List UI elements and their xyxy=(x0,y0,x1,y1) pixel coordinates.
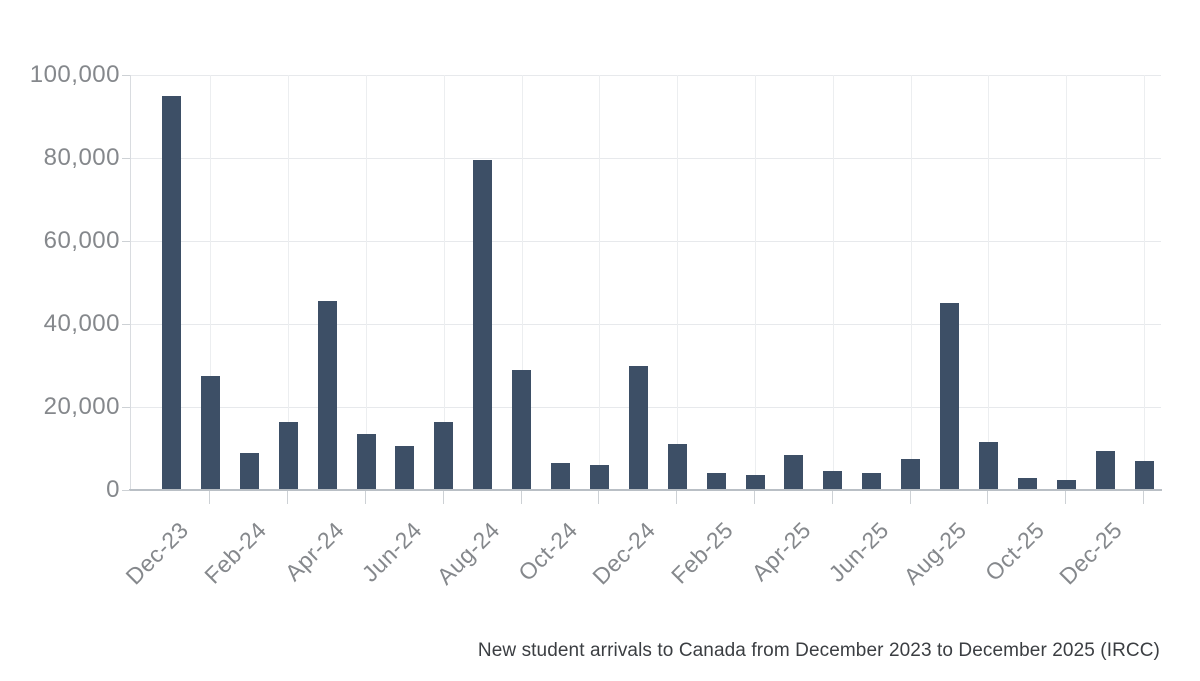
y-axis-label: 40,000 xyxy=(43,310,120,337)
y-tick xyxy=(122,75,130,76)
y-gridline xyxy=(131,241,1161,242)
x-axis-label-Dec-23: Dec-23 xyxy=(120,516,194,590)
x-gridline xyxy=(755,75,756,490)
x-tick xyxy=(987,491,989,504)
x-gridline xyxy=(288,75,290,490)
x-tick xyxy=(442,491,444,504)
y-axis-label: 60,000 xyxy=(43,227,120,254)
x-tick xyxy=(520,491,522,504)
bar-Mar-25 xyxy=(745,475,765,490)
bar-May-25 xyxy=(823,470,843,490)
bar-Sep-25 xyxy=(978,442,998,490)
bar-Feb-24 xyxy=(239,452,259,490)
x-tick xyxy=(209,491,211,504)
y-tick xyxy=(122,407,130,408)
plot-area xyxy=(130,75,1161,490)
bar-Jan-26 xyxy=(1134,460,1154,490)
x-tick xyxy=(909,491,911,504)
y-tick xyxy=(122,241,130,242)
x-gridline xyxy=(832,75,834,490)
bar-Mar-24 xyxy=(278,421,298,490)
x-gridline xyxy=(521,75,523,490)
y-axis-label: 20,000 xyxy=(43,393,120,420)
bar-Nov-25 xyxy=(1056,480,1076,490)
chart-caption: New student arrivals to Canada from Dece… xyxy=(477,640,1160,661)
y-gridline xyxy=(131,324,1161,325)
bar-Jan-25 xyxy=(667,444,687,490)
bar-Jul-25 xyxy=(901,458,921,490)
x-gridline xyxy=(210,75,212,490)
y-axis-label: 80,000 xyxy=(43,144,120,171)
x-gridline xyxy=(599,75,601,490)
x-tick xyxy=(831,491,833,504)
x-tick xyxy=(754,491,755,504)
y-gridline xyxy=(131,158,1161,159)
bar-Jun-24 xyxy=(395,446,415,490)
bar-Nov-24 xyxy=(589,465,609,490)
x-gridline xyxy=(1144,75,1145,490)
bar-Dec-23 xyxy=(162,95,181,490)
bar-Apr-25 xyxy=(784,454,804,490)
y-axis-label: 100,000 xyxy=(29,61,120,88)
bar-Sep-24 xyxy=(512,369,532,490)
bar-Jul-24 xyxy=(434,421,454,490)
bar-Dec-25 xyxy=(1095,450,1115,490)
bar-May-24 xyxy=(356,433,376,490)
bar-Dec-24 xyxy=(628,365,648,490)
bar-Jun-25 xyxy=(862,472,882,490)
x-tick xyxy=(676,491,678,504)
x-gridline xyxy=(443,75,445,490)
bar-Apr-24 xyxy=(317,301,337,490)
x-tick xyxy=(1065,491,1067,504)
x-tick xyxy=(598,491,600,504)
y-tick xyxy=(122,324,130,325)
bar-Jan-24 xyxy=(200,375,220,490)
y-gridline xyxy=(131,75,1161,76)
x-gridline xyxy=(910,75,912,490)
y-tick xyxy=(122,490,130,491)
bar-Aug-24 xyxy=(473,160,493,490)
x-tick xyxy=(365,491,366,504)
y-axis-label: 0 xyxy=(106,476,120,503)
x-tick xyxy=(287,491,289,504)
bar-Aug-25 xyxy=(940,303,959,490)
y-tick xyxy=(122,158,130,159)
x-gridline xyxy=(677,75,679,490)
x-gridline xyxy=(1066,75,1068,490)
x-gridline xyxy=(366,75,367,490)
bar-Feb-25 xyxy=(706,473,726,490)
bar-Oct-25 xyxy=(1017,477,1037,490)
x-tick xyxy=(1143,491,1144,504)
x-axis-spine xyxy=(129,489,1162,491)
x-gridline xyxy=(988,75,990,490)
bar-Oct-24 xyxy=(551,463,570,490)
